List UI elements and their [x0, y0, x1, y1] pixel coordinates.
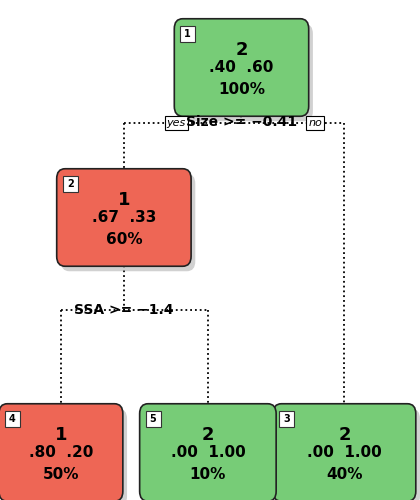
- FancyBboxPatch shape: [5, 412, 20, 428]
- FancyBboxPatch shape: [178, 24, 313, 121]
- Text: .67  .33: .67 .33: [92, 210, 156, 225]
- Text: 1: 1: [55, 426, 67, 444]
- Text: 100%: 100%: [218, 82, 265, 96]
- Text: 10%: 10%: [190, 466, 226, 481]
- FancyBboxPatch shape: [0, 404, 123, 500]
- FancyBboxPatch shape: [3, 409, 127, 500]
- Text: 4: 4: [9, 414, 16, 424]
- Text: 2: 2: [235, 42, 248, 60]
- FancyBboxPatch shape: [61, 174, 195, 272]
- FancyBboxPatch shape: [63, 176, 78, 192]
- Text: .80  .20: .80 .20: [29, 445, 93, 460]
- Text: 1: 1: [184, 30, 191, 40]
- FancyBboxPatch shape: [180, 26, 195, 42]
- FancyBboxPatch shape: [174, 19, 309, 116]
- Text: 2: 2: [67, 180, 74, 190]
- Text: 1: 1: [118, 192, 130, 210]
- FancyBboxPatch shape: [279, 412, 294, 428]
- Text: 60%: 60%: [105, 232, 142, 246]
- Text: 3: 3: [283, 414, 290, 424]
- Text: no: no: [308, 118, 322, 128]
- Text: .00  1.00: .00 1.00: [171, 445, 245, 460]
- FancyBboxPatch shape: [144, 409, 281, 500]
- Text: 40%: 40%: [326, 466, 362, 481]
- Text: 2: 2: [202, 426, 214, 444]
- Text: yes: yes: [167, 118, 186, 128]
- FancyBboxPatch shape: [273, 404, 416, 500]
- FancyBboxPatch shape: [146, 412, 161, 428]
- Text: 5: 5: [150, 414, 157, 424]
- Text: Size >= −0.41: Size >= −0.41: [186, 116, 297, 130]
- Text: SSA >= −1.4: SSA >= −1.4: [74, 303, 173, 317]
- FancyBboxPatch shape: [139, 404, 276, 500]
- Text: .40  .60: .40 .60: [209, 60, 274, 75]
- FancyBboxPatch shape: [57, 169, 191, 266]
- FancyBboxPatch shape: [277, 409, 420, 500]
- Text: 2: 2: [338, 426, 351, 444]
- Text: 50%: 50%: [43, 466, 79, 481]
- Text: .00  1.00: .00 1.00: [307, 445, 382, 460]
